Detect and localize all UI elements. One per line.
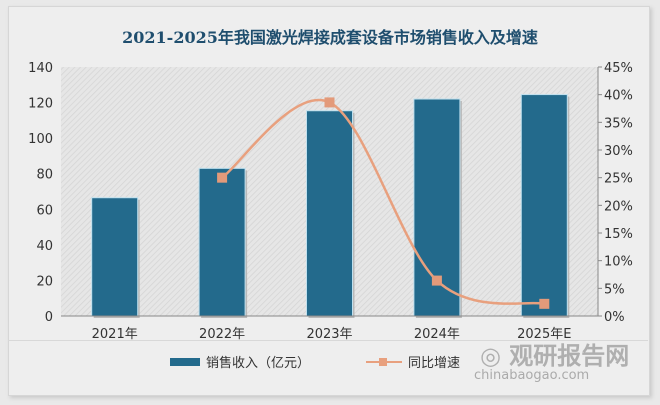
x-tick-label: 2021年	[92, 327, 138, 342]
y-left-tick-label: 140	[28, 61, 53, 76]
x-tick-label: 2024年	[414, 327, 460, 342]
x-tick-label: 2025年E	[517, 327, 571, 342]
growth-marker	[324, 97, 335, 108]
y-right-tick-label: 40%	[604, 89, 633, 104]
legend-label-growth: 同比增速	[408, 356, 461, 371]
y-right-tick-label: 35%	[604, 116, 633, 131]
y-right-tick-label: 45%	[604, 61, 633, 76]
legend-divider	[8, 340, 648, 341]
x-tick-label: 2023年	[306, 327, 352, 342]
legend-bar-swatch	[170, 357, 200, 366]
y-left-tick-label: 40	[36, 239, 53, 254]
growth-marker	[431, 275, 442, 286]
y-left-tick-label: 120	[28, 97, 53, 112]
legend-item-revenue: 销售收入（亿元）	[170, 352, 310, 371]
watermark-logo: ◎ 观研报告网	[480, 342, 630, 370]
watermark-url: chinabaogao.com	[474, 368, 590, 383]
watermark-brand: 观研报告网	[509, 342, 630, 370]
bar-revenue	[91, 197, 139, 317]
growth-marker	[217, 172, 228, 183]
y-right-tick-label: 15%	[604, 227, 633, 242]
y-left-tick-label: 100	[28, 132, 53, 147]
bar-revenue	[520, 94, 568, 317]
bar-revenue	[198, 167, 246, 317]
chart-title: 2021-2025年我国激光焊接成套设备市场销售收入及增速	[122, 28, 538, 47]
x-tick-label: 2022年	[199, 327, 245, 342]
bar-revenue	[306, 110, 353, 317]
y-left-tick-label: 80	[36, 168, 53, 183]
y-left-tick-label: 20	[36, 274, 53, 289]
y-right-tick-label: 5%	[604, 282, 625, 297]
y-right-tick-label: 20%	[604, 199, 633, 214]
growth-marker	[539, 298, 550, 309]
growth-line	[221, 98, 545, 306]
y-left-tick-label: 60	[36, 203, 53, 218]
legend-line-swatch	[366, 357, 402, 366]
y-right-tick-label: 30%	[604, 144, 633, 159]
y-right-tick-label: 10%	[604, 255, 633, 270]
y-left-tick-label: 0	[45, 310, 53, 325]
legend-label-revenue: 销售收入（亿元）	[206, 356, 311, 371]
y-right-tick-label: 0%	[604, 310, 625, 325]
legend-item-growth: 同比增速	[364, 352, 460, 371]
y-right-tick-label: 25%	[604, 172, 633, 187]
